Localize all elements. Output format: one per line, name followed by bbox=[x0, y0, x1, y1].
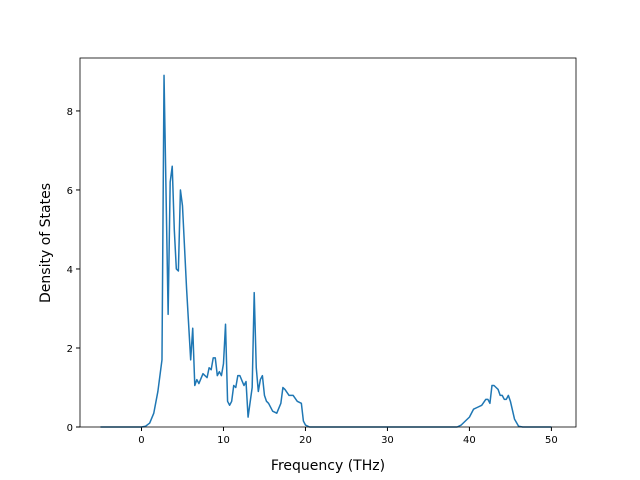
x-axis-label: Frequency (THz) bbox=[271, 458, 385, 474]
y-tick-label: 0 bbox=[67, 423, 73, 434]
x-tick-label: 10 bbox=[217, 435, 230, 446]
x-tick-label: 0 bbox=[138, 435, 144, 446]
plot-frame bbox=[79, 57, 577, 428]
x-tick-label: 20 bbox=[299, 435, 312, 446]
x-tick-label: 30 bbox=[381, 435, 394, 446]
y-axis-label: Density of States bbox=[38, 183, 54, 303]
y-tick-label: 8 bbox=[67, 107, 73, 118]
y-tick-label: 4 bbox=[67, 265, 73, 276]
y-tick-label: 2 bbox=[67, 344, 73, 355]
x-tick-label: 40 bbox=[463, 435, 476, 446]
y-tick-label: 6 bbox=[67, 186, 73, 197]
x-tick-label: 50 bbox=[545, 435, 558, 446]
line-series bbox=[100, 74, 552, 428]
